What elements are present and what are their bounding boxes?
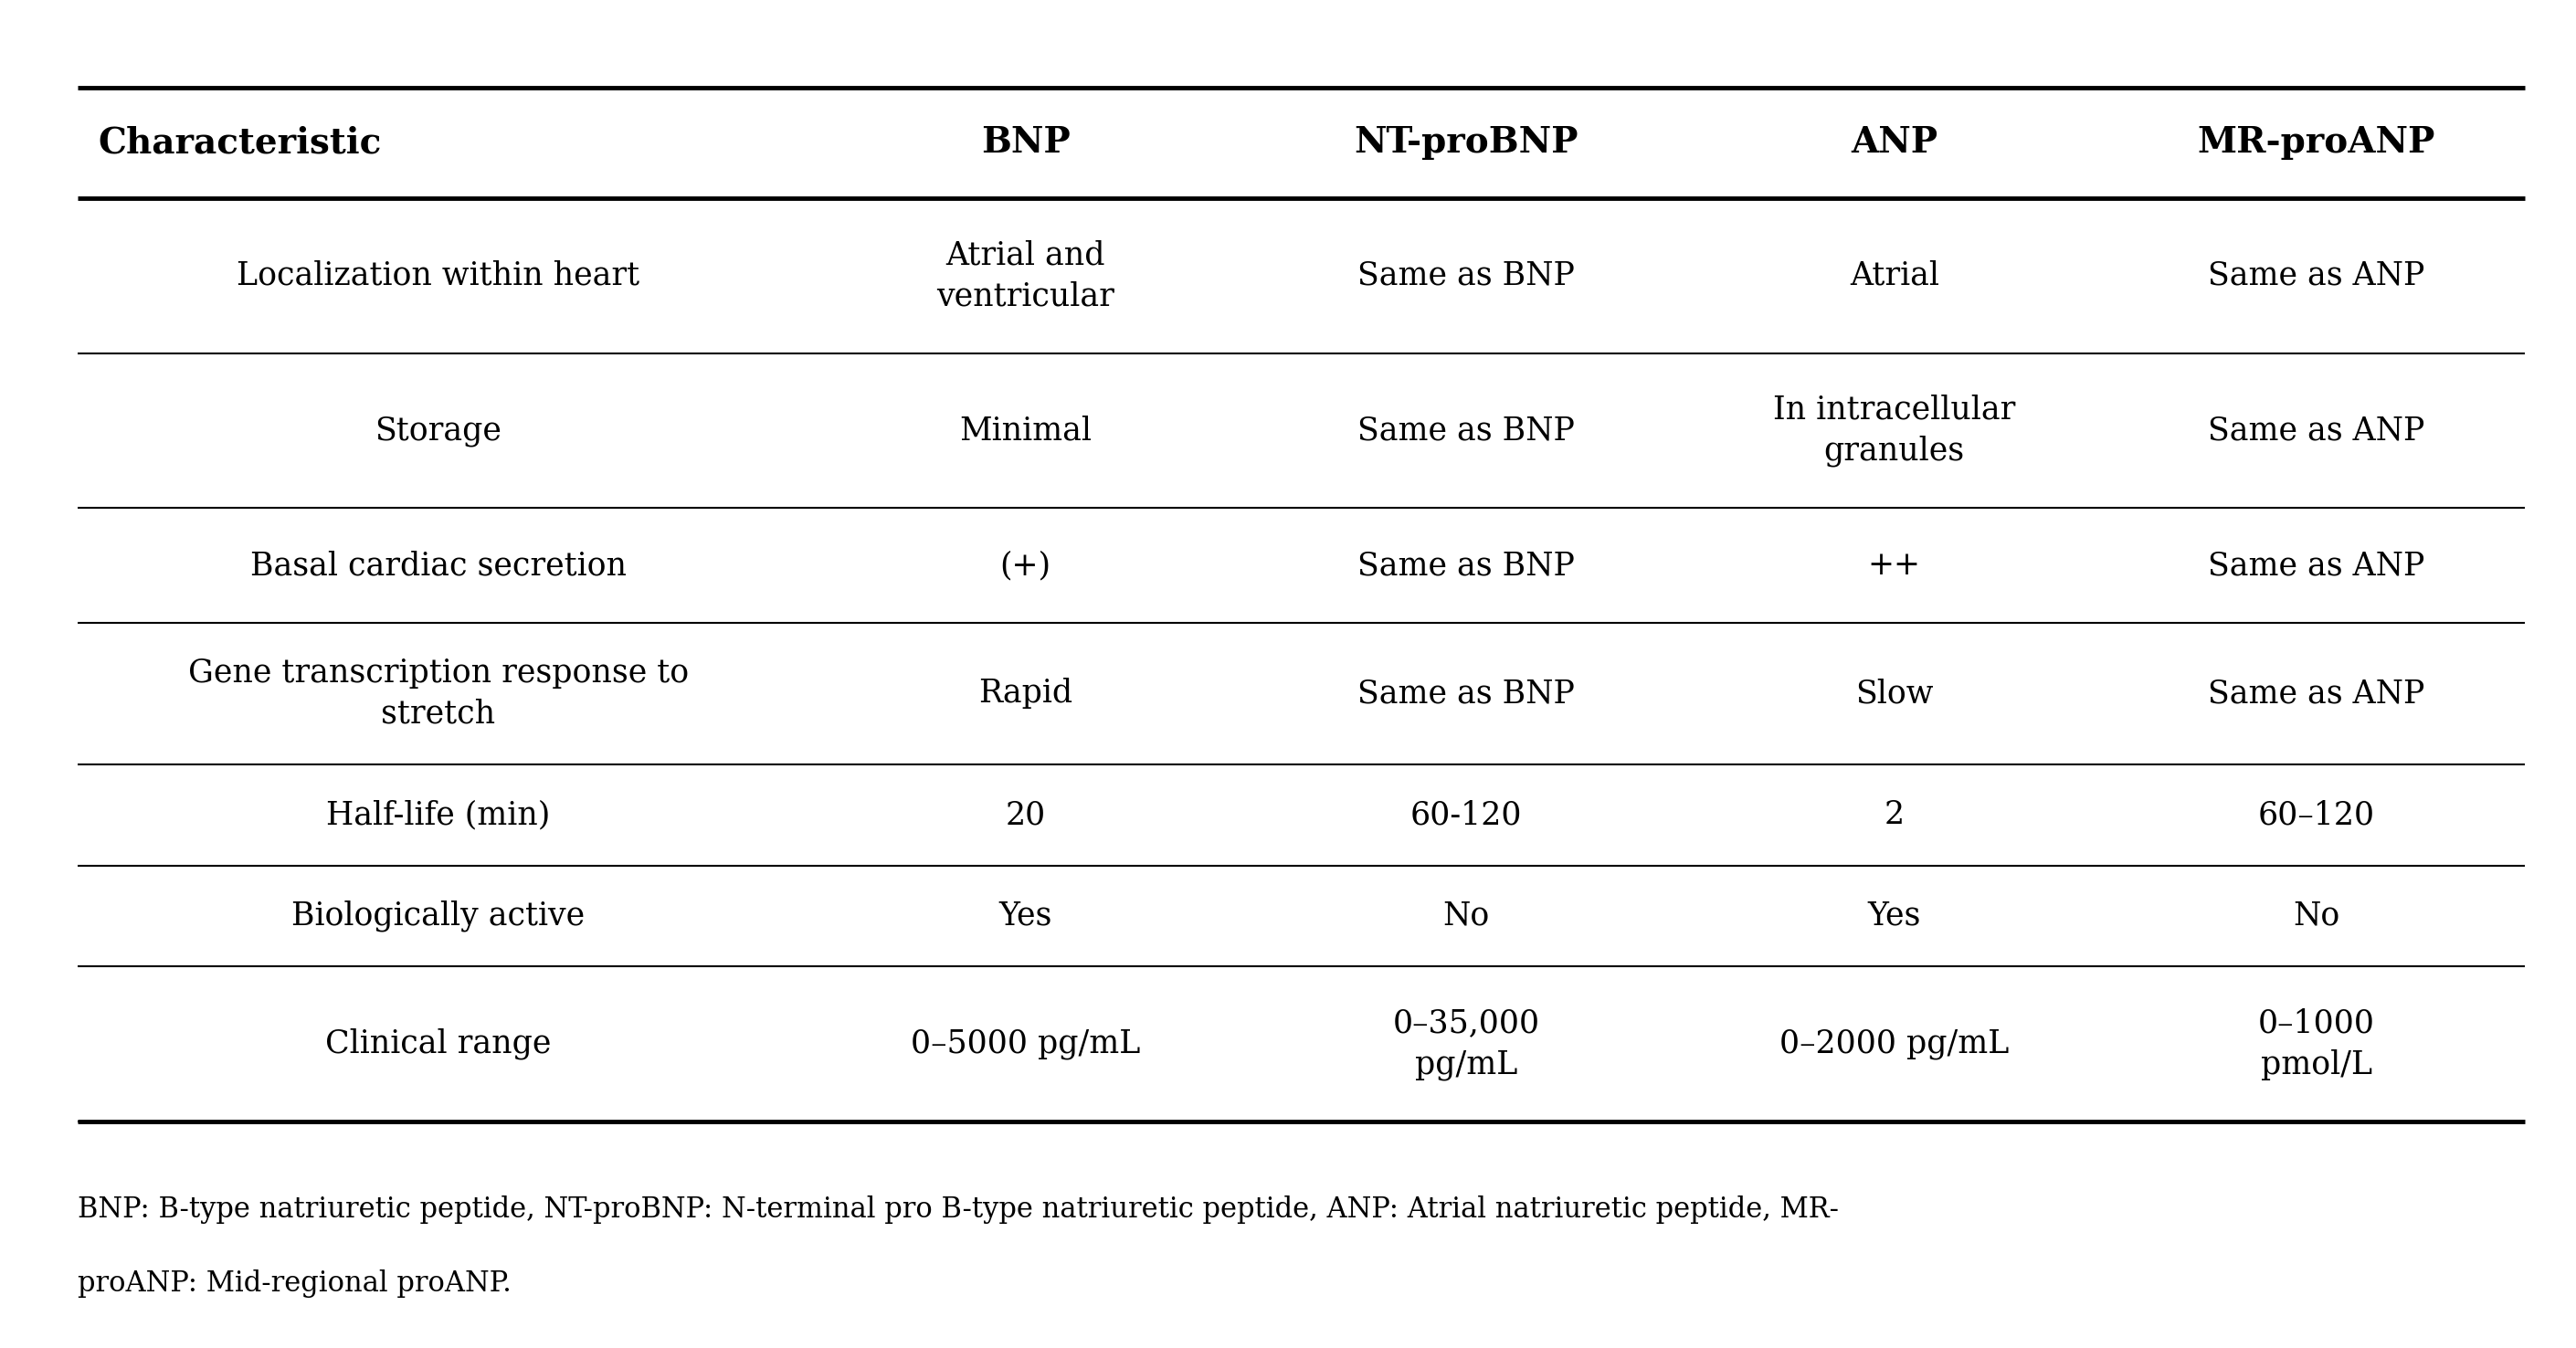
Text: MR-proANP: MR-proANP bbox=[2197, 125, 2434, 160]
Text: Gene transcription response to
stretch: Gene transcription response to stretch bbox=[188, 658, 688, 729]
Text: Same as ANP: Same as ANP bbox=[2208, 260, 2424, 291]
Text: No: No bbox=[2293, 900, 2339, 931]
Text: proANP: Mid-regional proANP.: proANP: Mid-regional proANP. bbox=[77, 1270, 510, 1298]
Text: Same as BNP: Same as BNP bbox=[1358, 550, 1574, 581]
Text: Same as ANP: Same as ANP bbox=[2208, 415, 2424, 446]
Text: Yes: Yes bbox=[1868, 900, 1922, 931]
Text: Atrial: Atrial bbox=[1850, 260, 1940, 291]
Text: 0–5000 pg/mL: 0–5000 pg/mL bbox=[912, 1029, 1141, 1060]
Text: Biologically active: Biologically active bbox=[291, 900, 585, 931]
Text: 0–35,000
pg/mL: 0–35,000 pg/mL bbox=[1394, 1008, 1540, 1080]
Text: 0–2000 pg/mL: 0–2000 pg/mL bbox=[1780, 1029, 2009, 1060]
Text: Same as BNP: Same as BNP bbox=[1358, 415, 1574, 446]
Text: ANP: ANP bbox=[1852, 125, 1937, 160]
Text: In intracellular
granules: In intracellular granules bbox=[1772, 395, 2014, 466]
Text: 60-120: 60-120 bbox=[1409, 799, 1522, 830]
Text: Localization within heart: Localization within heart bbox=[237, 260, 639, 291]
Text: Same as BNP: Same as BNP bbox=[1358, 260, 1574, 291]
Text: Storage: Storage bbox=[376, 415, 502, 446]
Text: Same as ANP: Same as ANP bbox=[2208, 550, 2424, 581]
Text: 20: 20 bbox=[1005, 799, 1046, 830]
Text: Rapid: Rapid bbox=[979, 678, 1072, 709]
Text: 60–120: 60–120 bbox=[2259, 799, 2375, 830]
Text: Same as BNP: Same as BNP bbox=[1358, 678, 1574, 709]
Text: Minimal: Minimal bbox=[958, 415, 1092, 446]
Text: BNP: BNP bbox=[981, 125, 1069, 160]
Text: Characteristic: Characteristic bbox=[98, 125, 381, 160]
Text: Half-life (min): Half-life (min) bbox=[327, 799, 551, 830]
Text: Slow: Slow bbox=[1855, 678, 1935, 709]
Text: 2: 2 bbox=[1883, 799, 1904, 830]
Text: Same as ANP: Same as ANP bbox=[2208, 678, 2424, 709]
Text: Basal cardiac secretion: Basal cardiac secretion bbox=[250, 550, 626, 581]
Text: ++: ++ bbox=[1868, 550, 1922, 581]
Text: Clinical range: Clinical range bbox=[325, 1029, 551, 1060]
Text: BNP: B-type natriuretic peptide, NT-proBNP: N-terminal pro B-type natriuretic pe: BNP: B-type natriuretic peptide, NT-proB… bbox=[77, 1196, 1839, 1224]
Text: Atrial and
ventricular: Atrial and ventricular bbox=[938, 240, 1115, 311]
Text: No: No bbox=[1443, 900, 1489, 931]
Text: (+): (+) bbox=[999, 550, 1051, 581]
Text: 0–1000
pmol/L: 0–1000 pmol/L bbox=[2259, 1008, 2375, 1080]
Text: Yes: Yes bbox=[999, 900, 1051, 931]
Text: NT-proBNP: NT-proBNP bbox=[1355, 125, 1579, 160]
